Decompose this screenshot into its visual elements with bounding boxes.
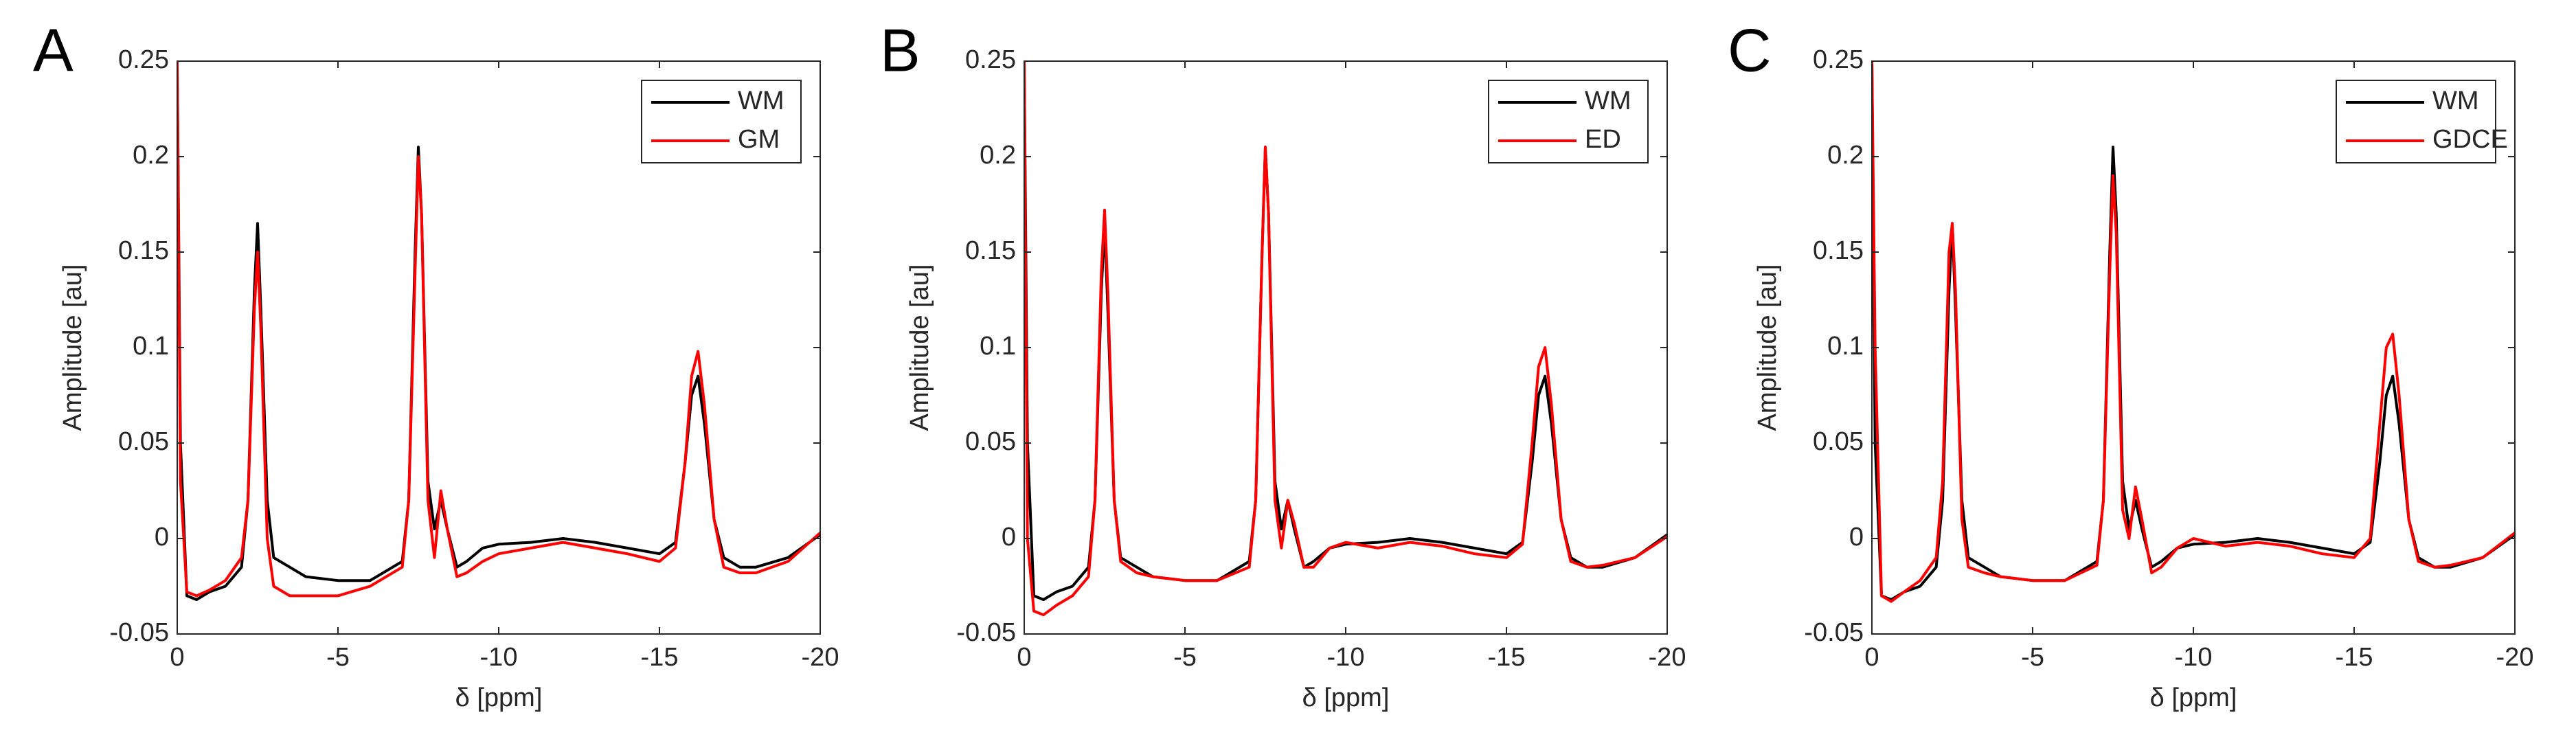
x-tick-label: -20 — [1649, 643, 1686, 672]
plot-data — [177, 61, 820, 601]
x-tick-label: -10 — [1327, 643, 1365, 672]
y-axis-label: Amplitude [au] — [58, 264, 87, 431]
legend-label: WM — [738, 87, 784, 115]
y-tick-label: 0.05 — [1813, 427, 1864, 456]
y-tick-label: 0 — [1002, 523, 1016, 552]
y-tick-label: 0 — [1849, 523, 1864, 552]
y-tick-label: -0.05 — [956, 618, 1016, 647]
line-series — [1024, 61, 1667, 617]
x-tick-label: -15 — [641, 643, 679, 672]
panel-label: B — [880, 16, 920, 84]
x-tick-label: -5 — [1173, 643, 1197, 672]
x-tick-label: -20 — [802, 643, 839, 672]
y-tick-label: 0.05 — [965, 427, 1016, 456]
x-tick-label: -20 — [2496, 643, 2534, 672]
x-tick-label: 0 — [1017, 643, 1031, 672]
y-tick-label: 0.25 — [965, 45, 1016, 74]
y-tick-label: 0.1 — [980, 332, 1016, 361]
legend-box — [1488, 80, 1649, 163]
x-tick-label: -15 — [1488, 643, 1526, 672]
y-tick-label: 0.15 — [965, 236, 1016, 265]
plot-frame — [1871, 60, 2516, 635]
y-tick-label: 0.25 — [1813, 45, 1864, 74]
line-series — [1872, 61, 2515, 603]
legend-label: WM — [2432, 87, 2479, 115]
x-tick-label: -5 — [326, 643, 350, 672]
y-tick-label: 0.2 — [980, 141, 1016, 170]
y-tick-label: 0.1 — [1827, 332, 1864, 361]
y-tick-label: -0.05 — [1804, 618, 1864, 647]
y-axis-label: Amplitude [au] — [1753, 264, 1782, 431]
y-tick-label: 0.15 — [1813, 236, 1864, 265]
x-axis-label: δ [ppm] — [2150, 683, 2237, 712]
legend-label: ED — [1585, 125, 1621, 154]
panel-label: A — [33, 16, 74, 84]
y-axis-label: Amplitude [au] — [905, 264, 934, 431]
x-tick-label: -15 — [2336, 643, 2373, 672]
plot-data — [1024, 61, 1667, 617]
x-axis-label: δ [ppm] — [455, 683, 543, 712]
plot-frame — [177, 60, 821, 635]
y-tick-label: 0.15 — [118, 236, 169, 265]
legend-label: WM — [1585, 87, 1631, 115]
y-tick-label: 0 — [155, 523, 169, 552]
legend-box — [2336, 80, 2496, 163]
y-tick-label: 0.05 — [118, 427, 169, 456]
y-tick-label: -0.05 — [109, 618, 169, 647]
x-tick-label: 0 — [1864, 643, 1879, 672]
x-tick-label: -10 — [480, 643, 518, 672]
legend-label: GDCE — [2432, 125, 2508, 154]
x-tick-label: -10 — [2175, 643, 2213, 672]
y-tick-label: 0.25 — [118, 45, 169, 74]
y-tick-label: 0.1 — [133, 332, 169, 361]
panel-label: C — [1728, 16, 1772, 84]
x-tick-label: -5 — [2021, 643, 2044, 672]
line-series — [177, 61, 820, 598]
x-axis-label: δ [ppm] — [1302, 683, 1390, 712]
plot-frame — [1024, 60, 1668, 635]
y-tick-label: 0.2 — [1827, 141, 1864, 170]
plot-data — [1872, 61, 2515, 603]
legend-box — [641, 80, 802, 163]
x-tick-label: 0 — [170, 643, 184, 672]
y-tick-label: 0.2 — [133, 141, 169, 170]
legend-label: GM — [738, 125, 780, 154]
